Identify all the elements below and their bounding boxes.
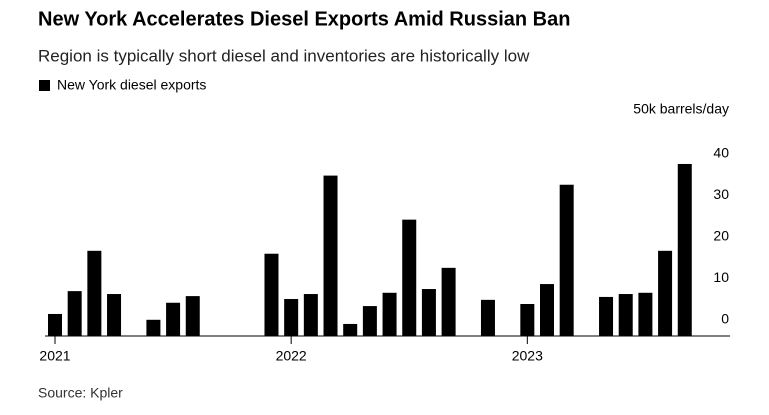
bar [303,294,318,336]
y-tick-label: 30 [713,186,729,202]
chart-subtitle: Region is typically short diesel and inv… [38,46,530,65]
bar [67,291,82,336]
bar [658,250,673,336]
y-tick-label: 20 [713,228,729,244]
bar [421,289,436,336]
x-tick-label: 2022 [276,348,307,364]
y-tick-label: 0 [721,311,729,327]
chart-title: New York Accelerates Diesel Exports Amid… [38,8,570,30]
bar [382,292,397,336]
bar [638,292,653,336]
y-tick-label: 10 [713,269,729,285]
bar [618,294,633,336]
bar [343,323,358,336]
bar [520,304,535,336]
bar [166,302,181,336]
bar [146,319,161,336]
legend-label: New York diesel exports [57,77,206,93]
bar [48,313,62,336]
bar [107,294,122,336]
bar [284,299,299,336]
bar [402,219,417,336]
axis-unit-label: 50k barrels/day [633,101,729,117]
bar [362,306,377,336]
y-tick-label: 40 [713,144,729,160]
bar [599,296,614,336]
bar [323,175,338,336]
bar [441,267,456,336]
bar [540,284,554,336]
bar [87,250,102,336]
x-tick-label: 2021 [39,348,70,364]
bar [559,184,574,336]
bar [264,253,279,336]
bar [185,296,200,336]
bar [677,163,692,336]
legend-swatch [39,80,50,91]
source-note: Source: Kpler [38,385,123,401]
x-tick-label: 2023 [512,348,543,364]
bar [480,299,495,336]
